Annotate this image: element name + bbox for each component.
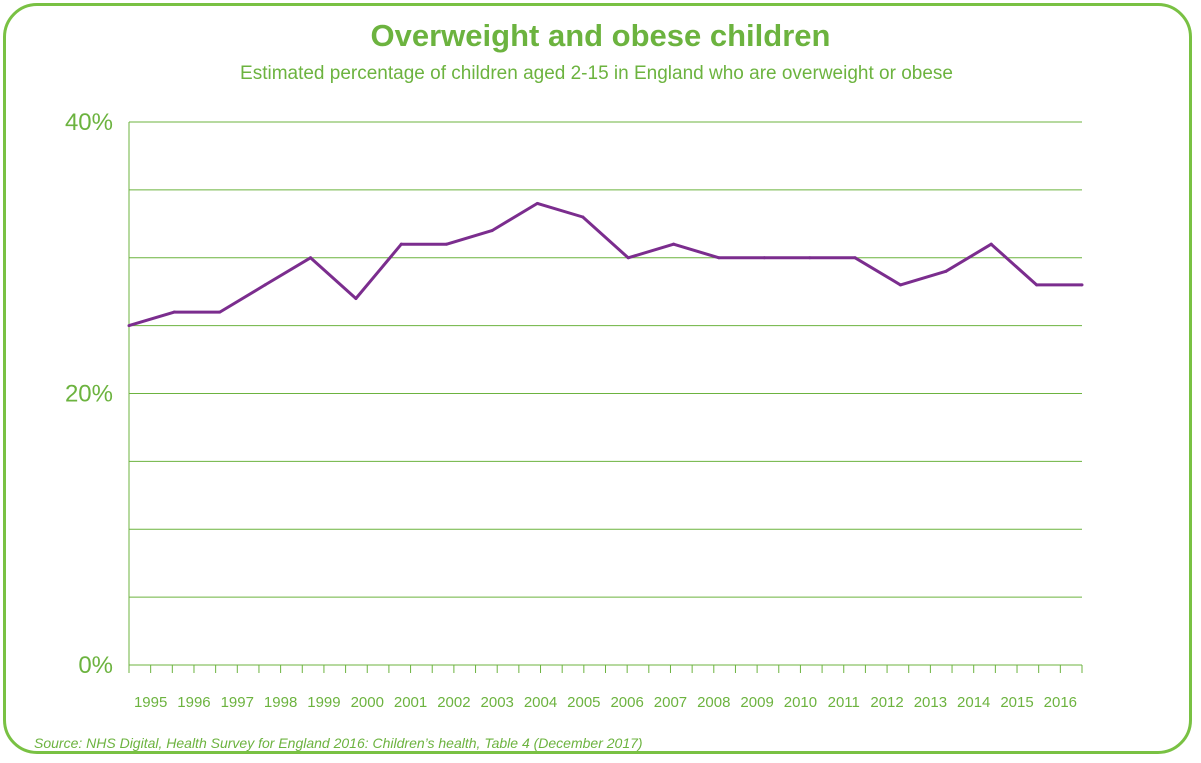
data-point bbox=[898, 283, 902, 287]
series-line bbox=[128, 201, 1082, 328]
source-note: Source: NHS Digital, Health Survey for E… bbox=[34, 735, 643, 751]
data-point bbox=[1080, 283, 1084, 287]
x-tick-label: 2016 bbox=[1044, 694, 1077, 711]
x-tick-label: 2003 bbox=[481, 694, 514, 711]
data-point bbox=[672, 242, 676, 246]
chart-title: Overweight and obese children bbox=[370, 18, 831, 53]
data-point bbox=[218, 310, 222, 314]
x-tick-label: 2000 bbox=[351, 694, 384, 711]
y-tick-label: 0% bbox=[78, 652, 113, 679]
x-tick-label: 2006 bbox=[610, 694, 643, 711]
data-point bbox=[853, 256, 857, 260]
x-tick-label: 1999 bbox=[307, 694, 340, 711]
y-tick-label: 20% bbox=[65, 381, 113, 408]
x-tick-label: 1997 bbox=[221, 694, 254, 711]
x-tick-label: 2013 bbox=[914, 694, 947, 711]
x-tick-label: 2012 bbox=[870, 694, 903, 711]
x-tick-label: 2005 bbox=[567, 694, 600, 711]
x-tick-label: 2015 bbox=[1000, 694, 1033, 711]
x-tick-label: 1996 bbox=[177, 694, 210, 711]
data-point bbox=[808, 256, 812, 260]
x-tick-label: 2001 bbox=[394, 694, 427, 711]
x-tick-label: 1995 bbox=[134, 694, 167, 711]
data-point bbox=[535, 201, 539, 205]
data-point bbox=[354, 296, 358, 300]
data-point bbox=[399, 242, 403, 246]
data-point bbox=[1035, 283, 1039, 287]
data-point bbox=[263, 283, 267, 287]
x-tick-label: 2009 bbox=[740, 694, 773, 711]
data-point bbox=[626, 256, 630, 260]
x-tick-label: 2010 bbox=[784, 694, 817, 711]
x-tick-label: 2008 bbox=[697, 694, 730, 711]
data-point bbox=[127, 324, 131, 328]
x-tick-label: 2002 bbox=[437, 694, 470, 711]
data-point bbox=[490, 229, 494, 233]
x-tick-label: 2014 bbox=[957, 694, 990, 711]
data-point bbox=[989, 242, 993, 246]
data-point bbox=[581, 215, 585, 219]
data-point bbox=[944, 269, 948, 273]
data-point bbox=[717, 256, 721, 260]
data-point bbox=[762, 256, 766, 260]
y-tick-label: 40% bbox=[65, 109, 113, 136]
data-point bbox=[172, 310, 176, 314]
x-tick-label: 2004 bbox=[524, 694, 557, 711]
chart-subtitle: Estimated percentage of children aged 2-… bbox=[240, 63, 953, 84]
data-point bbox=[445, 242, 449, 246]
x-tick-label: 2011 bbox=[828, 694, 860, 711]
x-tick-label: 1998 bbox=[264, 694, 297, 711]
x-tick-label: 2007 bbox=[654, 694, 687, 711]
data-point bbox=[309, 256, 313, 260]
chart-frame bbox=[3, 3, 1192, 754]
